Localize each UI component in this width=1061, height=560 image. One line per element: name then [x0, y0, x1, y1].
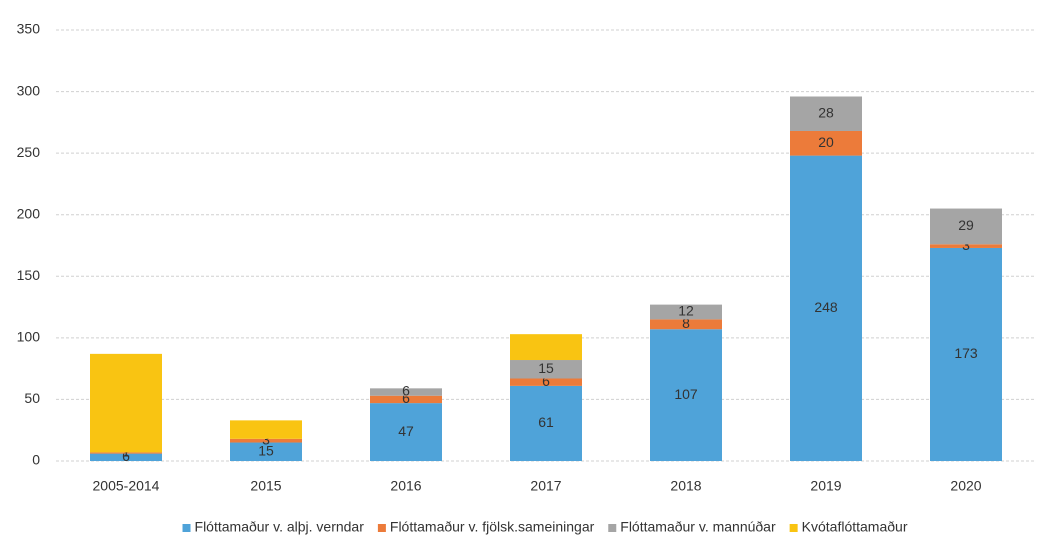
bar-segment — [510, 334, 582, 361]
x-tick-label: 2015 — [250, 478, 281, 494]
data-label: 6 — [122, 448, 130, 464]
bar-segment — [230, 438, 302, 443]
bar-segment — [930, 208, 1002, 245]
legend-label: Flóttamaður v. mannúðar — [620, 519, 776, 535]
y-tick-label: 50 — [24, 390, 40, 406]
data-label: 6 — [542, 373, 550, 389]
bar-segment — [90, 452, 162, 454]
bar-segment — [510, 378, 582, 386]
data-label: 3 — [262, 431, 270, 447]
bar-segment — [370, 395, 442, 404]
data-label: 28 — [818, 104, 834, 120]
data-label: 47 — [398, 423, 414, 439]
y-tick-label: 0 — [32, 452, 40, 468]
y-tick-label: 300 — [17, 82, 41, 98]
bar-segment — [90, 353, 162, 453]
data-label: 15 — [538, 360, 554, 376]
y-tick-label: 150 — [17, 267, 41, 283]
data-label: 6 — [402, 390, 410, 406]
x-tick-label: 2019 — [810, 478, 841, 494]
x-tick-label: 2018 — [670, 478, 701, 494]
y-tick-label: 100 — [17, 329, 41, 345]
data-label: 12 — [678, 303, 694, 319]
bar-segment — [930, 244, 1002, 248]
bar-segment — [510, 360, 582, 379]
data-label: 8 — [682, 315, 690, 331]
data-label: 3 — [962, 237, 970, 253]
legend-swatch — [608, 524, 617, 532]
x-tick-label: 2017 — [530, 478, 561, 494]
bar-segment — [230, 442, 302, 461]
bar-segment — [790, 96, 862, 131]
x-tick-label: 2020 — [950, 478, 981, 494]
data-label: 20 — [818, 134, 834, 150]
legend-label: Flóttamaður v. fjölsk.sameiningar — [390, 519, 595, 535]
data-label: 15 — [258, 442, 274, 458]
y-tick-label: 250 — [17, 144, 41, 160]
data-label: 29 — [958, 217, 974, 233]
data-label: 248 — [814, 299, 838, 315]
data-label: 107 — [674, 386, 698, 402]
bar-segment — [90, 453, 162, 461]
legend-swatch — [789, 524, 798, 532]
legend-swatch — [377, 524, 386, 532]
legend-label: Kvótaflóttamaður — [802, 519, 908, 535]
bar-segment — [510, 385, 582, 461]
y-tick-label: 350 — [17, 21, 41, 37]
bar-segment — [650, 304, 722, 320]
bar-segment — [930, 247, 1002, 461]
legend-label: Flóttamaður v. alþj. verndar — [195, 519, 365, 535]
bar-segment — [230, 420, 302, 439]
data-label: 173 — [954, 345, 978, 361]
bar-segment — [790, 155, 862, 461]
bar-segment — [790, 130, 862, 156]
data-label: 61 — [538, 414, 554, 430]
legend-swatch — [182, 524, 191, 532]
y-tick-label: 200 — [17, 205, 41, 221]
x-tick-label: 2016 — [390, 478, 421, 494]
bar-segment — [370, 388, 442, 396]
bar-segment — [370, 403, 442, 461]
bar-segment — [650, 329, 722, 461]
bar-segment — [650, 319, 722, 330]
data-label: 6 — [402, 383, 410, 399]
x-tick-label: 2005-2014 — [93, 478, 160, 494]
